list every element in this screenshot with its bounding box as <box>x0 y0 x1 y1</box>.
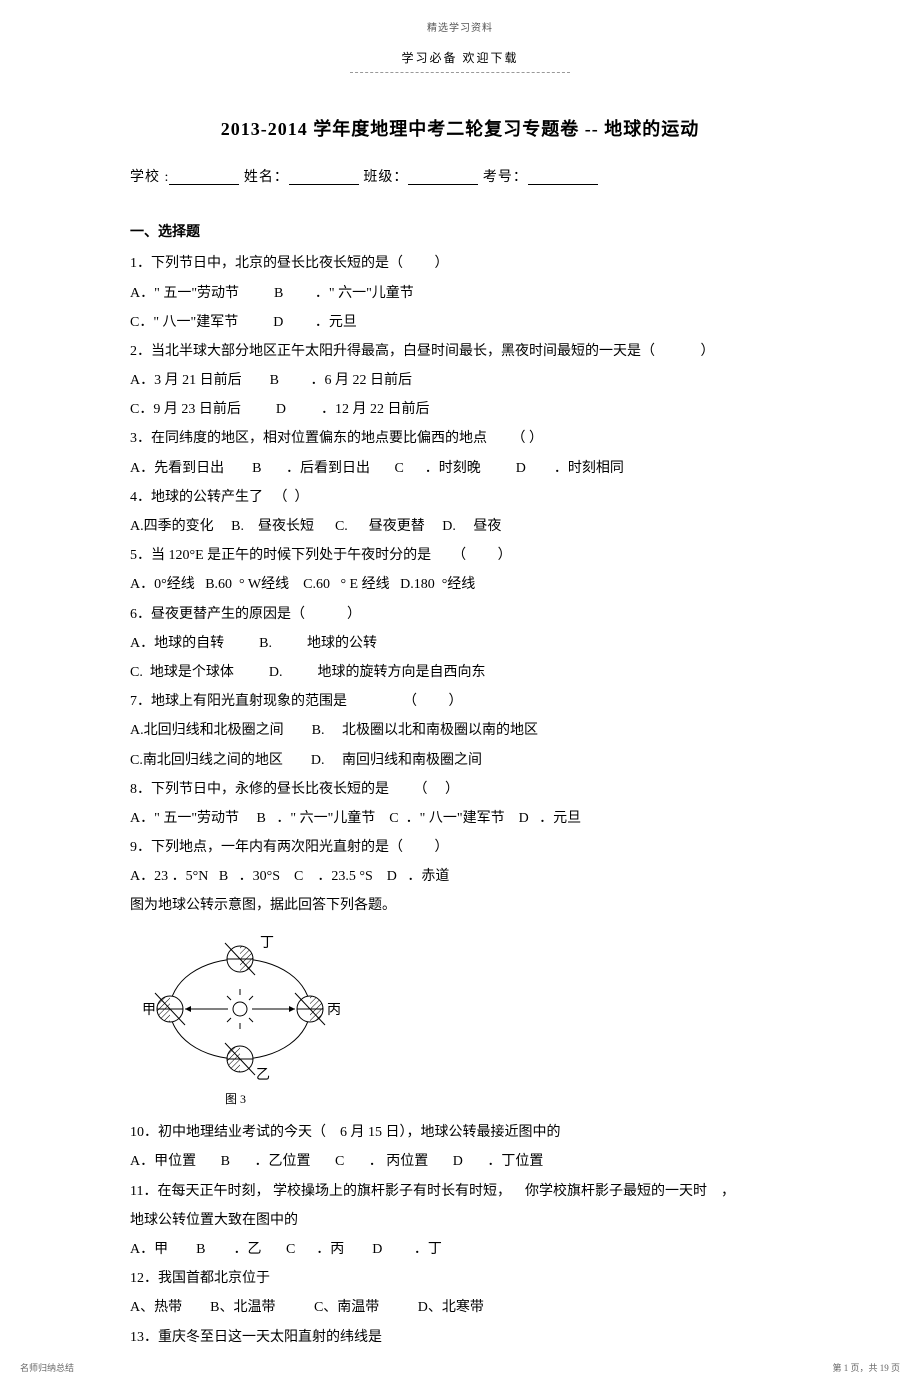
class-label: 班级： <box>363 170 408 185</box>
fig-bottom-label: 乙 <box>256 1067 270 1083</box>
q2: 2．当北半球大部分地区正午太阳升得最高，白昼时间最长，黑夜时间最短的一天是（ ） <box>130 339 790 364</box>
number-blank <box>528 171 598 185</box>
q9: 9．下列地点，一年内有两次阳光直射的是（ ） <box>130 835 790 860</box>
q7a: A.北回归线和北极圈之间 B. 北极圈以北和南极圈以南的地区 <box>130 718 790 743</box>
name-blank <box>289 171 359 185</box>
q3a: A．先看到日出 B ．后看到日出 C ．时刻晚 D ．时刻相同 <box>130 456 790 481</box>
q3: 3．在同纬度的地区，相对位置偏东的地点要比偏西的地点 （ ） <box>130 426 790 451</box>
q5: 5．当 120°E 是正午的时候下列处于午夜时分的是 （ ） <box>130 543 790 568</box>
q9note: 图为地球公转示意图，据此回答下列各题。 <box>130 893 790 918</box>
q13: 13．重庆冬至日这一天太阳直射的纬线是 <box>130 1325 790 1350</box>
q7b: C.南北回归线之间的地区 D. 南回归线和南极圈之间 <box>130 748 790 773</box>
q12a: A、热带 B、北温带 C、南温带 D、北寒带 <box>130 1295 790 1320</box>
class-blank <box>408 171 478 185</box>
q7: 7．地球上有阳光直射现象的范围是 （ ） <box>130 689 790 714</box>
q6: 6．昼夜更替产生的原因是（ ） <box>130 602 790 627</box>
page-title: 2013-2014 学年度地理中考二轮复习专题卷 -- 地球的运动 <box>130 113 790 145</box>
q4: 4．地球的公转产生了 （ ） <box>130 485 790 510</box>
section-head: 一、选择题 <box>130 220 790 245</box>
q1a: A．" 五一"劳动节 B ．" 六一"儿童节 <box>130 281 790 306</box>
footer-left: 名师归纳总结 <box>20 1360 74 1376</box>
q6b: C. 地球是个球体 D. 地球的旋转方向是自西向东 <box>130 660 790 685</box>
q5a: A．0°经线 B.60 ° W经线 C.60 ° E 经线 D.180 °经线 <box>130 572 790 597</box>
fig-left-label: 甲 <box>142 1003 156 1018</box>
q12: 12．我国首都北京位于 <box>130 1266 790 1291</box>
form-line: 学校 : 姓名： 班级： 考号： <box>130 165 790 190</box>
fig-top-label: 丁 <box>260 936 274 951</box>
orbit-figure: 丁 丙 乙 甲 图 3 <box>140 929 790 1111</box>
q8: 8．下列节日中，永修的昼长比夜长短的是 （ ） <box>130 777 790 802</box>
q2a: A．3 月 21 日前后 B ．6 月 22 日前后 <box>130 368 790 393</box>
q11a: A．甲 B ．乙 C ．丙 D ．丁 <box>130 1237 790 1262</box>
q11: 11．在每天正午时刻， 学校操场上的旗杆影子有时长有时短， 你学校旗杆影子最短的… <box>130 1179 790 1204</box>
q6a: A．地球的自转 B. 地球的公转 <box>130 631 790 656</box>
number-label: 考号： <box>483 170 528 185</box>
sub-header: 学习必备 欢迎下载 <box>350 48 570 73</box>
q8a: A．" 五一"劳动节 B ．" 六一"儿童节 C ．" 八一"建军节 D ．元旦 <box>130 806 790 831</box>
top-small-header: 精选学习资料 <box>130 20 790 38</box>
name-label: 姓名： <box>244 170 289 185</box>
q1: 1．下列节日中，北京的昼长比夜长短的是（ ） <box>130 251 790 276</box>
q2b: C．9 月 23 日前后 D ．12 月 22 日前后 <box>130 397 790 422</box>
q9a: A．23 ．5°N B ．30°S C ．23.5 °S D ．赤道 <box>130 864 790 889</box>
q1b: C．" 八一"建军节 D ．元旦 <box>130 310 790 335</box>
q11b: 地球公转位置大致在图中的 <box>130 1208 790 1233</box>
footer-right: 第 1 页，共 19 页 <box>832 1360 900 1376</box>
school-label: 学校 : <box>130 170 169 185</box>
figure-caption: 图 3 <box>225 1089 790 1111</box>
q10a: A．甲位置 B ．乙位置 C ． 丙位置 D ．丁位置 <box>130 1149 790 1174</box>
q10: 10．初中地理结业考试的今天（ 6 月 15 日），地球公转最接近图中的 <box>130 1120 790 1145</box>
school-blank <box>169 171 239 185</box>
q4a: A.四季的变化 B. 昼夜长短 C. 昼夜更替 D. 昼夜 <box>130 514 790 539</box>
fig-right-label: 丙 <box>327 1003 340 1018</box>
